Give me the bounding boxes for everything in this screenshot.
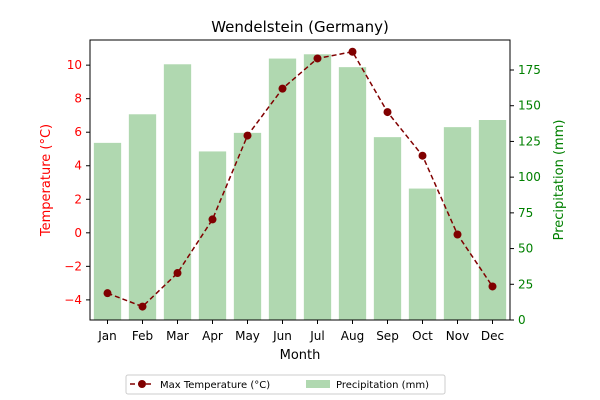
x-axis-label: Month: [280, 348, 321, 363]
right-tick-label: 0: [518, 313, 526, 327]
x-tick-label: Oct: [412, 329, 433, 343]
temperature-point-oct: [418, 151, 427, 160]
temperature-point-dec: [488, 282, 497, 291]
legend-label-temperature: Max Temperature (°C): [160, 380, 270, 391]
right-tick-label: 175: [518, 63, 541, 77]
plot-frame: [89, 39, 511, 321]
x-tick-label: Dec: [481, 329, 504, 343]
legend-label-precipitation: Precipitation (mm): [336, 380, 429, 391]
precipitation-bar-feb: [128, 114, 157, 320]
temperature-point-jul: [313, 54, 322, 63]
precipitation-bar-apr: [198, 151, 227, 320]
temperature-point-jun: [278, 84, 287, 93]
temperature-point-mar: [173, 269, 182, 278]
precipitation-bar-jul: [303, 54, 332, 320]
legend: Max Temperature (°C) Precipitation (mm): [125, 374, 446, 395]
x-tick-label: Sep: [376, 329, 399, 343]
legend-bar-swatch: [306, 380, 330, 388]
right-tick-label: 75: [518, 206, 533, 220]
x-tick-label: May: [235, 329, 260, 343]
x-tick-label: Jun: [272, 329, 292, 343]
x-tick-label: Mar: [166, 329, 189, 343]
temperature-series-line: [107, 50, 494, 308]
x-axis: Jan Feb Mar Apr May Jun Jul Aug Sep Oct Nov Dec: [97, 320, 504, 343]
precipitation-bar-aug: [338, 67, 367, 320]
left-tick-label: −2: [64, 259, 82, 273]
precipitation-bar-may: [233, 132, 262, 320]
x-tick-label: Jul: [309, 329, 324, 343]
temperature-point-nov: [453, 230, 462, 239]
precipitation-bars: [93, 54, 507, 320]
right-tick-label: 125: [518, 134, 541, 148]
precipitation-bar-sep: [373, 137, 402, 320]
left-tick-label: 4: [74, 159, 82, 173]
legend-line-dot: [138, 380, 146, 388]
temperature-point-may: [243, 131, 252, 140]
left-tick-label: 8: [74, 92, 82, 106]
precipitation-bar-mar: [163, 64, 192, 320]
temperature-point-jan: [103, 289, 112, 298]
x-tick-label: Apr: [202, 329, 223, 343]
legend-frame: [125, 374, 446, 395]
right-tick-label: 150: [518, 99, 541, 113]
left-tick-label: −4: [64, 293, 82, 307]
left-tick-label: 0: [74, 226, 82, 240]
chart-title: Wendelstein (Germany): [211, 18, 389, 36]
x-tick-label: Feb: [132, 329, 153, 343]
temperature-point-aug: [348, 47, 357, 56]
right-tick-label: 50: [518, 242, 533, 256]
left-tick-label: 6: [74, 125, 82, 139]
left-tick-label: 2: [74, 192, 82, 206]
precipitation-bar-oct: [408, 188, 437, 320]
x-tick-label: Nov: [446, 329, 469, 343]
x-tick-label: Jan: [97, 329, 117, 343]
right-tick-label: 25: [518, 277, 533, 291]
left-axis-label: Temperature (°C): [39, 124, 54, 237]
left-y-axis: −4 −2 0 2 4 6 8 10: [64, 58, 90, 307]
temperature-point-sep: [383, 108, 392, 117]
precipitation-bar-jun: [268, 58, 297, 320]
precipitation-bar-nov: [443, 127, 472, 320]
right-y-axis: 0 25 50 75 100 125 150 175: [510, 63, 541, 327]
right-tick-label: 100: [518, 170, 541, 184]
left-tick-label: 10: [67, 58, 82, 72]
temperature-line: [103, 47, 497, 311]
x-tick-label: Aug: [341, 329, 364, 343]
right-axis-label: Precipitation (mm): [552, 120, 567, 241]
temperature-point-apr: [208, 215, 217, 224]
temperature-point-feb: [138, 302, 147, 311]
